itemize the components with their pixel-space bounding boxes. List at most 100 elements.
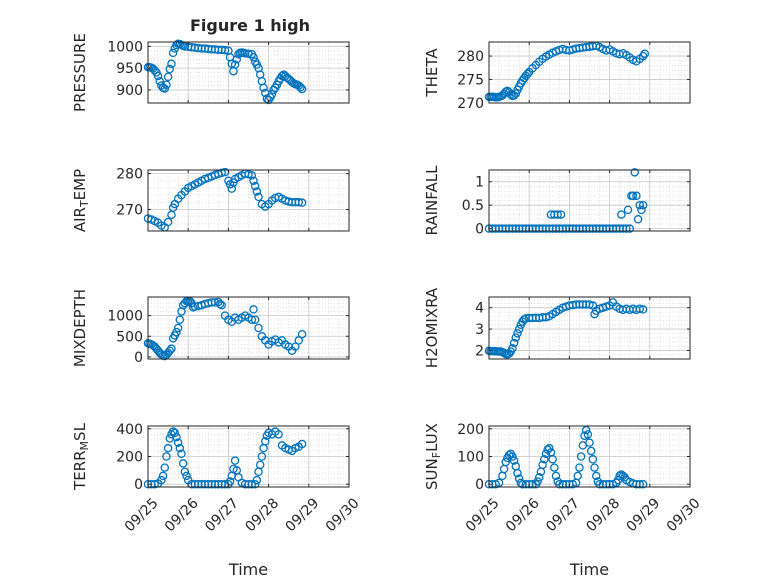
data-point (519, 315, 529, 324)
data-point (573, 471, 583, 481)
y-tick-label: 950 (116, 61, 143, 77)
data-point (551, 471, 561, 481)
data-point (635, 200, 645, 210)
y-axis-label: MIXDEPTH (71, 289, 89, 367)
data-point (220, 46, 230, 55)
data-point (168, 48, 178, 58)
data-point (513, 468, 522, 478)
data-point (170, 428, 180, 438)
data-point (623, 205, 633, 215)
data-point (254, 323, 263, 333)
data-point (585, 438, 594, 447)
x-tick-label: 09/29 (624, 495, 664, 535)
data-point (160, 84, 169, 93)
x-tick-label: 09/25 (122, 495, 162, 535)
panel-mixdepth: 0 500 1000 MIXDEPTH (71, 289, 350, 367)
data-point (178, 459, 188, 468)
y-tick-label: 4 (475, 301, 484, 317)
axes-box (147, 296, 350, 360)
y-tick-label: 0 (475, 477, 484, 493)
data-point (173, 323, 183, 333)
data-point (575, 463, 584, 472)
data-point (167, 344, 176, 353)
x-tick-label: 09/27 (202, 495, 242, 535)
data-point (260, 436, 270, 446)
data-point (158, 471, 168, 481)
data-point (516, 478, 526, 488)
major-grid (489, 170, 690, 231)
data-point (633, 215, 643, 224)
data-point (297, 84, 307, 94)
data-point (511, 333, 521, 342)
data-point (157, 475, 166, 485)
data-point (540, 455, 549, 464)
panel-h2omixra: 2 3 4 H2OMIXRA (423, 287, 691, 368)
data-point (625, 224, 634, 233)
x-tick-label: 09/26 (503, 495, 543, 535)
y-tick-label: 100 (457, 450, 484, 466)
data-point (165, 346, 175, 355)
data-point (297, 198, 307, 207)
data-point (533, 477, 542, 486)
data-point (509, 456, 519, 465)
series-markers (484, 41, 650, 102)
x-axis-label: Time (228, 560, 268, 579)
x-tick-label: 09/25 (463, 495, 503, 535)
major-grid (148, 42, 349, 103)
data-point (182, 471, 191, 481)
x-tick-label: 09/30 (323, 495, 363, 535)
data-point (509, 338, 519, 348)
data-point (217, 301, 226, 310)
data-point (267, 90, 277, 99)
data-point (173, 438, 183, 447)
data-point (177, 307, 186, 316)
series-markers (484, 425, 648, 489)
data-point (274, 430, 283, 439)
data-point (591, 471, 601, 481)
data-point (277, 71, 287, 81)
data-point (622, 224, 631, 233)
y-tick-label: 270 (457, 96, 484, 112)
data-point (172, 327, 181, 337)
x-tick-label: 09/28 (583, 495, 623, 535)
x-tick-label: 09/30 (664, 495, 704, 535)
data-point (250, 315, 260, 324)
data-point (545, 443, 554, 453)
data-point (590, 463, 599, 472)
data-point (167, 59, 176, 69)
data-point (252, 475, 262, 485)
data-point (637, 205, 646, 215)
major-grid (148, 426, 349, 487)
x-tick-label: 09/29 (283, 495, 323, 535)
data-point (163, 72, 173, 82)
y-axis-label: PRESSURE (71, 33, 89, 112)
data-point (297, 439, 307, 449)
y-tick-label: 275 (457, 73, 484, 89)
data-point (638, 479, 648, 489)
data-point (508, 452, 517, 461)
y-tick-label: 2 (475, 343, 484, 359)
y-axis-label: RAINFALL (423, 165, 441, 236)
data-point (247, 479, 257, 489)
y-tick-label: 280 (457, 49, 484, 65)
y-tick-label: 200 (457, 422, 484, 438)
x-axis-label: Time (569, 560, 609, 579)
data-point (150, 479, 159, 489)
y-axis-label: H2OMIXRA (423, 287, 441, 368)
data-point (249, 176, 258, 186)
y-tick-label: 900 (116, 83, 143, 99)
y-tick-label: 270 (116, 202, 143, 218)
data-point (249, 53, 258, 62)
data-point (583, 430, 593, 439)
data-point (175, 443, 185, 453)
y-axis-label: TERRMSL (71, 422, 91, 491)
data-point (259, 83, 268, 93)
data-point (175, 315, 185, 324)
data-point (177, 449, 186, 458)
data-point (255, 460, 265, 470)
series-markers (143, 427, 307, 489)
data-point (494, 478, 504, 488)
data-point (576, 452, 586, 461)
data-point (250, 479, 260, 489)
